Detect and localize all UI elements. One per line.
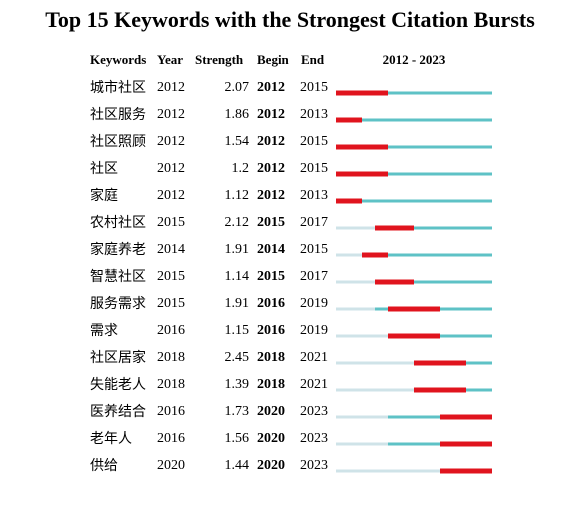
strength: 1.15 bbox=[225, 323, 250, 338]
year: 2020 bbox=[157, 458, 185, 473]
begin: 2020 bbox=[257, 431, 285, 446]
end: 2015 bbox=[300, 242, 328, 257]
strength: 1.91 bbox=[225, 296, 250, 311]
strength: 2.12 bbox=[225, 215, 250, 230]
strength: 1.39 bbox=[225, 377, 250, 392]
keyword: 供给 bbox=[90, 458, 118, 474]
strength: 2.45 bbox=[225, 350, 250, 365]
strength: 1.2 bbox=[232, 161, 250, 176]
year: 2014 bbox=[157, 242, 185, 257]
end: 2017 bbox=[300, 215, 328, 230]
year: 2012 bbox=[157, 107, 185, 122]
begin: 2015 bbox=[257, 215, 285, 230]
year: 2015 bbox=[157, 215, 185, 230]
column-header: Keywords bbox=[90, 52, 146, 67]
year: 2018 bbox=[157, 377, 185, 392]
keyword: 社区居家 bbox=[90, 349, 146, 366]
end: 2017 bbox=[300, 269, 328, 284]
begin: 2015 bbox=[257, 269, 285, 284]
keyword: 城市社区 bbox=[90, 79, 146, 96]
year: 2012 bbox=[157, 80, 185, 95]
begin: 2014 bbox=[257, 242, 285, 257]
strength: 1.91 bbox=[225, 242, 250, 257]
timeline-header: 2012 - 2023 bbox=[383, 52, 446, 67]
keyword: 社区服务 bbox=[90, 107, 146, 123]
year: 2018 bbox=[157, 350, 185, 365]
keyword: 需求 bbox=[90, 323, 118, 339]
year: 2016 bbox=[157, 431, 185, 446]
begin: 2018 bbox=[257, 377, 285, 392]
strength: 1.86 bbox=[225, 107, 250, 122]
column-header: Begin bbox=[257, 52, 290, 67]
keyword: 老年人 bbox=[90, 431, 132, 447]
end: 2013 bbox=[300, 188, 328, 203]
column-header: End bbox=[301, 52, 325, 67]
keyword: 医养结合 bbox=[90, 404, 146, 420]
begin: 2016 bbox=[257, 323, 285, 338]
end: 2021 bbox=[300, 350, 328, 365]
strength: 1.14 bbox=[225, 269, 250, 284]
begin: 2020 bbox=[257, 458, 285, 473]
end: 2015 bbox=[300, 80, 328, 95]
begin: 2012 bbox=[257, 80, 285, 95]
end: 2019 bbox=[300, 296, 328, 311]
year: 2012 bbox=[157, 188, 185, 203]
keyword: 家庭养老 bbox=[90, 241, 146, 258]
end: 2023 bbox=[300, 458, 328, 473]
keyword: 智慧社区 bbox=[90, 269, 146, 285]
year: 2012 bbox=[157, 134, 185, 149]
strength: 2.07 bbox=[225, 80, 250, 95]
keyword: 农村社区 bbox=[90, 215, 146, 231]
begin: 2012 bbox=[257, 188, 285, 203]
year: 2012 bbox=[157, 161, 185, 176]
year: 2016 bbox=[157, 404, 185, 419]
end: 2015 bbox=[300, 134, 328, 149]
strength: 1.56 bbox=[225, 431, 250, 446]
begin: 2016 bbox=[257, 296, 285, 311]
begin: 2012 bbox=[257, 134, 285, 149]
strength: 1.44 bbox=[225, 458, 250, 473]
keyword: 社区 bbox=[90, 161, 118, 177]
year: 2015 bbox=[157, 296, 185, 311]
column-header: Year bbox=[157, 52, 183, 67]
keyword: 家庭 bbox=[90, 187, 118, 204]
begin: 2012 bbox=[257, 161, 285, 176]
year: 2016 bbox=[157, 323, 185, 338]
end: 2015 bbox=[300, 161, 328, 176]
end: 2021 bbox=[300, 377, 328, 392]
end: 2023 bbox=[300, 404, 328, 419]
begin: 2020 bbox=[257, 404, 285, 419]
keyword: 社区照顾 bbox=[90, 134, 146, 150]
end: 2023 bbox=[300, 431, 328, 446]
strength: 1.73 bbox=[225, 404, 250, 419]
title: Top 15 Keywords with the Strongest Citat… bbox=[45, 7, 535, 32]
strength: 1.54 bbox=[225, 134, 250, 149]
end: 2019 bbox=[300, 323, 328, 338]
keyword: 失能老人 bbox=[90, 377, 146, 393]
strength: 1.12 bbox=[225, 188, 250, 203]
begin: 2018 bbox=[257, 350, 285, 365]
year: 2015 bbox=[157, 269, 185, 284]
begin: 2012 bbox=[257, 107, 285, 122]
end: 2013 bbox=[300, 107, 328, 122]
keyword: 服务需求 bbox=[90, 296, 146, 312]
column-header: Strength bbox=[195, 52, 244, 67]
